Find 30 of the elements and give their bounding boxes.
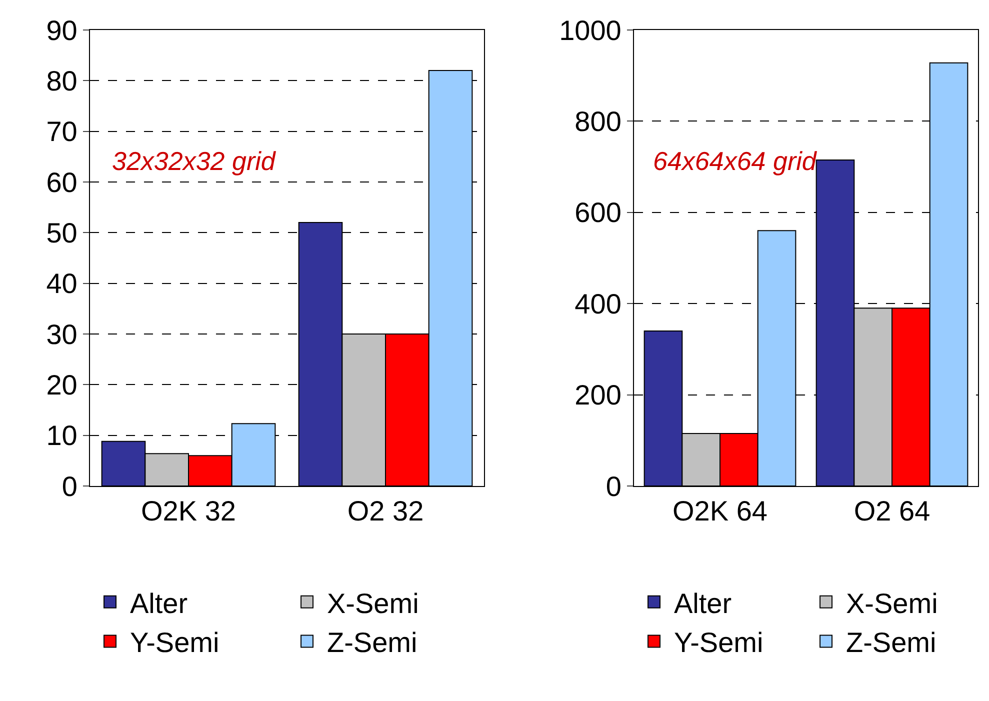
y-tick-label: 30 (46, 318, 78, 350)
y-tick-label: 60 (46, 166, 78, 198)
y-tick-label: 400 (574, 288, 622, 320)
legend-label: Z-Semi (846, 627, 936, 658)
x-tick-label: O2 32 (347, 496, 424, 527)
legend-label: X-Semi (327, 588, 419, 619)
y-tick-label: 1000 (559, 14, 622, 46)
x-tick-label: O2 64 (854, 496, 930, 527)
y-tick-label: 0 (606, 470, 622, 502)
y-tick-label: 80 (46, 65, 78, 96)
y-tick-label: 50 (46, 217, 78, 248)
y-tick-label: 800 (574, 106, 622, 137)
x-tick-label: O2K 32 (141, 496, 236, 527)
legend-label: Alter (674, 588, 732, 619)
y-tick-label: 200 (574, 380, 622, 411)
legend-label: X-Semi (846, 588, 938, 619)
legend-label: Alter (130, 588, 188, 619)
x-tick-label: O2K 64 (672, 496, 768, 527)
annotation: 64x64x64 grid (653, 146, 818, 176)
y-tick-label: 600 (574, 197, 622, 228)
y-tick-label: 90 (46, 14, 78, 46)
annotation: 32x32x32 grid (112, 146, 277, 176)
y-tick-label: 40 (46, 268, 78, 300)
legend-label: Y-Semi (130, 627, 220, 658)
legend-label: Z-Semi (327, 627, 418, 658)
y-tick-label: 10 (46, 420, 78, 452)
y-tick-label: 70 (46, 116, 78, 148)
y-tick-label: 0 (62, 470, 78, 502)
legend-label: Y-Semi (674, 627, 764, 658)
y-tick-label: 20 (46, 369, 78, 400)
